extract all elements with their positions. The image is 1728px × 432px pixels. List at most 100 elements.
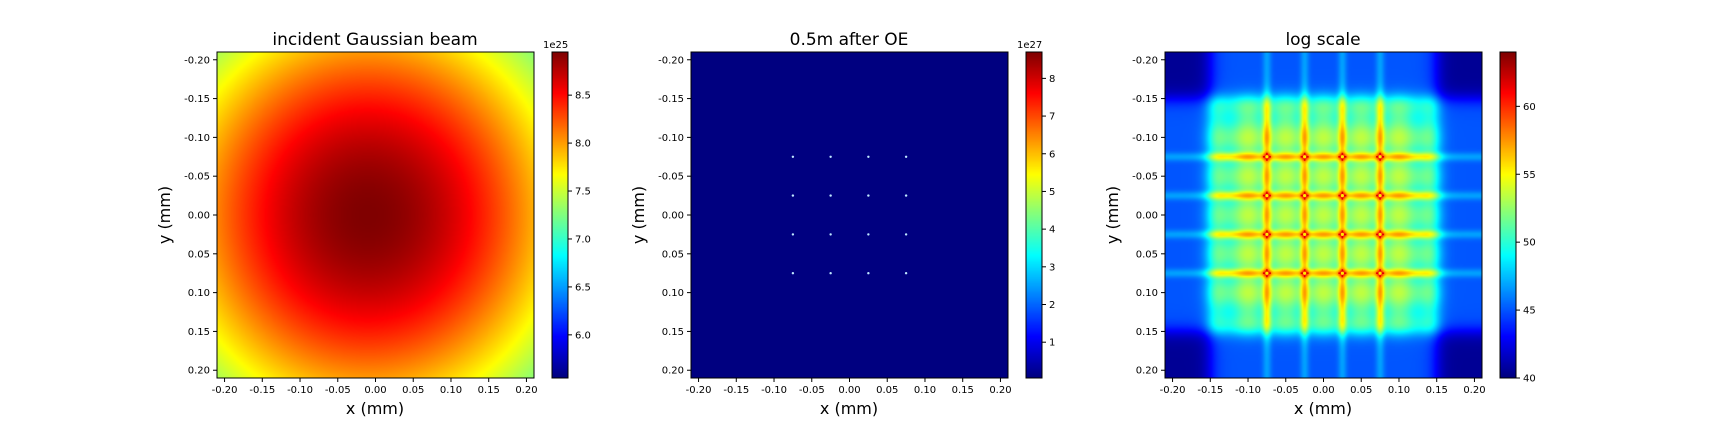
x-tick-label: 0.15 [1426, 385, 1448, 396]
y-tick-label: -0.10 [658, 133, 684, 144]
y-axis-label: y (mm) [629, 186, 648, 244]
x-tick-label: 0.10 [440, 385, 462, 396]
diffraction-peak-core [1378, 232, 1382, 237]
diffraction-spot [904, 272, 908, 275]
x-tick-label: 0.10 [914, 385, 936, 396]
colorbar-gradient [552, 52, 568, 378]
x-tick-label: -0.15 [249, 385, 275, 396]
y-tick-label: -0.15 [658, 94, 684, 105]
diffraction-spot [867, 194, 870, 197]
diffraction-spot [829, 155, 832, 158]
diffraction-peak-core [1340, 155, 1344, 159]
x-axis-ticks: -0.20 -0.15 -0.10 -0.05 0.00 0.05 0.10 0.15 0.20 [1160, 378, 1486, 396]
x-tick-label: 0.20 [989, 385, 1011, 396]
y-tick-label: 0.20 [188, 366, 210, 377]
x-tick-label: 0.00 [1312, 385, 1334, 396]
diffraction-peak-core [1265, 232, 1269, 237]
x-tick-label: 0.15 [952, 385, 974, 396]
y-tick-label: -0.20 [658, 55, 684, 66]
y-tick-label: 0.20 [1136, 366, 1158, 377]
diffraction-peak-core [1265, 193, 1269, 198]
diffraction-peak-core [1265, 271, 1269, 275]
y-tick-label: -0.15 [184, 94, 210, 105]
x-axis-ticks: -0.20 -0.15 -0.10 -0.05 0.00 0.05 0.10 0.15 0.20 [212, 378, 538, 396]
diffraction-spot [867, 155, 870, 158]
x-tick-label: 0.05 [402, 385, 424, 396]
y-tick-label: 0.15 [1136, 327, 1158, 338]
x-axis-label: x (mm) [346, 399, 404, 418]
heatmap-image [691, 52, 1008, 378]
y-tick-label: 0.00 [188, 211, 210, 222]
diffraction-peak-core [1303, 271, 1307, 275]
y-tick-label: -0.20 [1132, 55, 1158, 66]
y-tick-label: -0.05 [658, 172, 684, 183]
colorbar-tick-label: 7.5 [575, 187, 591, 198]
colorbar-frame [551, 51, 569, 379]
panel-title: 0.5m after OE [790, 30, 909, 50]
diffraction-peak-core [1340, 193, 1344, 198]
diffraction-spot [791, 233, 795, 236]
x-tick-label: 0.20 [515, 385, 537, 396]
diffraction-spot [867, 233, 870, 236]
diffraction-spot [904, 194, 908, 197]
x-axis-ticks: -0.20 -0.15 -0.10 -0.05 0.00 0.05 0.10 0.15 0.20 [686, 378, 1012, 396]
x-tick-label: -0.05 [799, 385, 825, 396]
diffraction-spot [791, 155, 795, 158]
y-axis-ticks: -0.20 -0.15 -0.10 -0.05 0.00 0.05 0.10 0.15 0.20 [184, 55, 217, 377]
diffraction-peak-core [1340, 271, 1344, 275]
y-tick-label: 0.05 [1136, 249, 1158, 260]
panel-incident-beam: incident Gaussian beam -0.20 -0.15 -0.10 -0… [155, 30, 591, 418]
diffraction-peak-core [1378, 271, 1382, 275]
x-tick-label: -0.05 [325, 385, 351, 396]
colorbar-offset-text: 1e25 [543, 40, 568, 51]
y-tick-label: 0.10 [1136, 288, 1158, 299]
spot-markers [791, 155, 908, 275]
y-tick-label: 0.00 [1136, 211, 1158, 222]
diffraction-spot [829, 194, 832, 197]
colorbar-tick-label: 3 [1049, 262, 1055, 273]
x-axis-label: x (mm) [820, 399, 878, 418]
panel-title: log scale [1285, 30, 1360, 50]
diffraction-peak-core [1303, 155, 1307, 159]
y-tick-label: 0.20 [662, 366, 684, 377]
x-tick-label: -0.10 [287, 385, 313, 396]
y-axis-ticks: -0.20 -0.15 -0.10 -0.05 0.00 0.05 0.10 0.15 0.20 [658, 55, 691, 377]
colorbar-gradient [1500, 52, 1516, 378]
diffraction-spot [904, 155, 908, 158]
colorbar-tick-label: 45 [1523, 306, 1536, 317]
y-tick-label: -0.10 [1132, 133, 1158, 144]
diffraction-spot [829, 233, 832, 236]
diffraction-peak-core [1303, 193, 1307, 198]
y-tick-label: 0.00 [662, 211, 684, 222]
y-tick-label: -0.05 [184, 172, 210, 183]
x-tick-label: -0.15 [1197, 385, 1223, 396]
x-tick-label: -0.20 [1160, 385, 1186, 396]
x-tick-label: -0.20 [212, 385, 238, 396]
x-tick-label: -0.10 [1235, 385, 1261, 396]
colorbar-tick-label: 6 [1049, 149, 1055, 160]
y-tick-label: -0.15 [1132, 94, 1158, 105]
colorbar-tick-label: 2 [1049, 300, 1055, 311]
colorbar-frame [1025, 51, 1043, 379]
x-tick-label: 0.05 [1350, 385, 1372, 396]
x-tick-label: -0.05 [1273, 385, 1299, 396]
colorbar-tick-label: 50 [1523, 238, 1536, 249]
panel-after-oe: 0.5m after OE -0.20 -0.15 -0.10 -0.05 0.00 0.… [629, 30, 1055, 418]
diffraction-spot [791, 194, 795, 197]
panel-log-scale: log scale -0.20 -0.15 -0.10 -0.05 0.00 0.05 0.… [1103, 30, 1536, 418]
x-axis-label: x (mm) [1294, 399, 1352, 418]
x-tick-label: -0.20 [686, 385, 712, 396]
heatmap-image [1165, 52, 1482, 378]
colorbar-tick-label: 55 [1523, 170, 1536, 181]
y-tick-label: -0.20 [184, 55, 210, 66]
y-axis-label: y (mm) [1103, 186, 1122, 244]
colorbar-tick-label: 8.0 [575, 139, 591, 150]
colorbar-tick-label: 40 [1523, 374, 1536, 385]
diffraction-peak-core [1303, 232, 1307, 237]
x-tick-label: 0.20 [1463, 385, 1485, 396]
spot-markers [1262, 152, 1385, 278]
y-axis-ticks: -0.20 -0.15 -0.10 -0.05 0.00 0.05 0.10 0.15 0.20 [1132, 55, 1165, 377]
diffraction-spot [829, 272, 832, 275]
colorbar-tick-label: 8 [1049, 74, 1055, 85]
